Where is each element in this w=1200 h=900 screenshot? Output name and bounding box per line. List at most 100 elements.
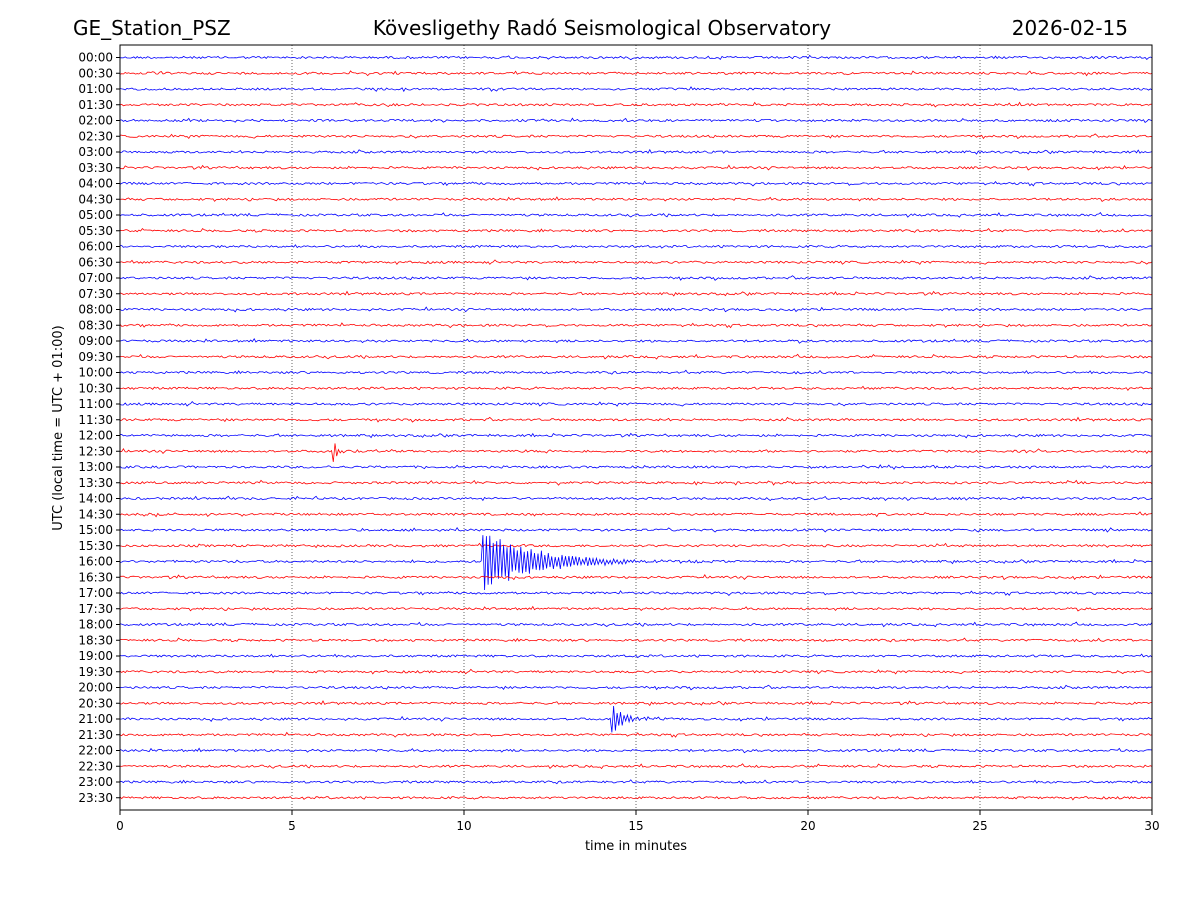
trace-0500 xyxy=(119,212,1153,218)
trace-group xyxy=(119,54,1153,801)
y-tick-label: 10:30 xyxy=(78,381,113,395)
grid-lines xyxy=(291,45,981,810)
y-tick-label: 01:00 xyxy=(78,82,113,96)
x-tick-label: 10 xyxy=(456,819,471,833)
y-tick-label: 19:30 xyxy=(78,665,113,679)
y-tick-label: 09:00 xyxy=(78,334,113,348)
trace-0030 xyxy=(119,70,1153,77)
trace-1800 xyxy=(119,621,1153,628)
x-axis-label: time in minutes xyxy=(585,839,687,854)
trace-1100 xyxy=(119,401,1153,407)
x-axis-ticks: 0 5 10 15 20 25 30 xyxy=(116,810,1160,833)
trace-0200 xyxy=(119,117,1153,123)
trace-1600 xyxy=(119,535,1153,591)
y-tick-label: 14:00 xyxy=(78,492,113,506)
y-tick-label: 20:00 xyxy=(78,681,113,695)
trace-0600 xyxy=(120,244,1153,249)
y-tick-label: 12:30 xyxy=(78,444,113,458)
y-tick-label: 06:30 xyxy=(78,255,113,269)
y-tick-label: 05:30 xyxy=(78,224,113,238)
trace-0100 xyxy=(119,86,1153,93)
y-tick-label: 15:30 xyxy=(78,539,113,553)
trace-0330 xyxy=(119,164,1153,171)
x-tick-label: 0 xyxy=(116,819,124,833)
trace-0530 xyxy=(119,227,1153,233)
y-tick-label: 03:00 xyxy=(78,145,113,159)
trace-1700 xyxy=(119,590,1153,596)
y-tick-label: 04:00 xyxy=(78,177,113,191)
y-tick-label: 05:00 xyxy=(78,208,113,222)
date-label: 2026-02-15 xyxy=(1012,16,1128,40)
y-tick-label: 08:00 xyxy=(78,303,113,317)
trace-1330 xyxy=(120,479,1153,486)
y-tick-label: 13:30 xyxy=(78,476,113,490)
trace-0700 xyxy=(120,275,1153,281)
y-tick-label: 19:00 xyxy=(78,649,113,663)
y-tick-label: 16:00 xyxy=(78,555,113,569)
trace-1900 xyxy=(119,653,1153,659)
y-tick-label: 02:30 xyxy=(78,129,113,143)
y-tick-label: 16:30 xyxy=(78,570,113,584)
x-tick-label: 25 xyxy=(972,819,987,833)
trace-0630 xyxy=(119,259,1153,266)
y-tick-label: 18:00 xyxy=(78,618,113,632)
y-tick-label: 17:00 xyxy=(78,586,113,600)
trace-0900 xyxy=(119,338,1153,344)
y-tick-label: 09:30 xyxy=(78,350,113,364)
y-tick-label: 15:00 xyxy=(78,523,113,537)
trace-1130 xyxy=(119,416,1153,423)
trace-0000 xyxy=(120,54,1153,61)
trace-1730 xyxy=(119,605,1153,612)
trace-1230 xyxy=(119,443,1153,462)
trace-1000 xyxy=(119,369,1153,375)
trace-2030 xyxy=(119,700,1153,707)
y-tick-label: 00:00 xyxy=(78,51,113,65)
trace-0830 xyxy=(119,322,1153,329)
trace-1630 xyxy=(120,574,1153,581)
x-tick-label: 5 xyxy=(288,819,296,833)
trace-2230 xyxy=(119,763,1153,770)
y-tick-label: 20:30 xyxy=(78,696,113,710)
y-tick-label: 22:30 xyxy=(78,759,113,773)
trace-2300 xyxy=(119,779,1153,785)
trace-1500 xyxy=(119,526,1153,533)
y-tick-label: 21:30 xyxy=(78,728,113,742)
trace-0730 xyxy=(119,290,1153,297)
y-tick-label: 00:30 xyxy=(78,66,113,80)
y-tick-label: 07:30 xyxy=(78,287,113,301)
trace-0800 xyxy=(119,306,1153,313)
trace-1400 xyxy=(119,495,1153,502)
x-tick-label: 15 xyxy=(628,819,643,833)
y-tick-label: 18:30 xyxy=(78,633,113,647)
y-tick-label: 01:30 xyxy=(78,98,113,112)
trace-2200 xyxy=(119,747,1153,754)
x-tick-label: 30 xyxy=(1144,819,1159,833)
y-tick-label: 17:30 xyxy=(78,602,113,616)
trace-2130 xyxy=(119,731,1153,738)
trace-1430 xyxy=(119,511,1153,518)
trace-1200 xyxy=(119,432,1153,439)
y-tick-label: 02:00 xyxy=(78,114,113,128)
y-tick-label: 03:30 xyxy=(78,161,113,175)
y-axis-label: UTC (local time = UTC + 01:00) xyxy=(51,325,66,530)
y-tick-label: 12:00 xyxy=(78,429,113,443)
trace-1930 xyxy=(119,668,1153,675)
trace-2330 xyxy=(119,795,1153,801)
trace-0400 xyxy=(119,180,1153,187)
trace-0430 xyxy=(119,196,1153,202)
y-tick-label: 11:30 xyxy=(78,413,113,427)
y-tick-label: 11:00 xyxy=(78,397,113,411)
trace-1530 xyxy=(119,542,1153,549)
y-tick-label: 22:00 xyxy=(78,744,113,758)
y-tick-label: 13:00 xyxy=(78,460,113,474)
y-tick-label: 08:30 xyxy=(78,318,113,332)
trace-0230 xyxy=(120,133,1153,140)
y-tick-label: 06:00 xyxy=(78,240,113,254)
y-tick-label: 07:00 xyxy=(78,271,113,285)
y-tick-label: 14:30 xyxy=(78,507,113,521)
y-tick-label: 23:30 xyxy=(78,791,113,805)
trace-1030 xyxy=(119,385,1153,391)
station-label: GE_Station_PSZ xyxy=(73,16,231,40)
